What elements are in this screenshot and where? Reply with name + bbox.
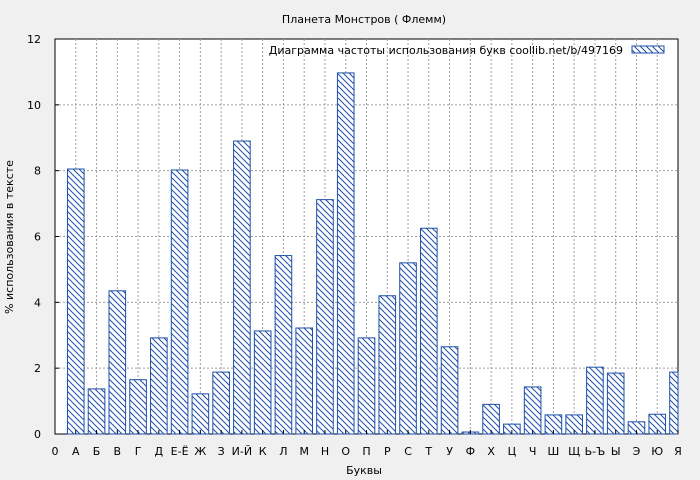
bar: [253, 330, 272, 435]
x-tick-label: М: [299, 445, 309, 458]
x-axis: 0 А Б В Г Д Е-Ё Ж З И-Й К Л М Н О П Р С Т У Ф Х Ц Ч Ш Щ Ь-Ъ Ы Э Ю Я: [52, 430, 682, 458]
x-tick-label: Э: [633, 445, 641, 458]
bar: [378, 295, 397, 435]
y-tick-label: 4: [34, 296, 41, 309]
bar: [586, 366, 604, 435]
x-tick-label: З: [218, 445, 225, 458]
bar: [399, 262, 417, 435]
x-tick-label: Е-Ё: [171, 445, 189, 458]
x-tick-label: Н: [321, 445, 329, 458]
y-tick-label: 8: [34, 165, 41, 178]
x-tick-label: Щ: [568, 445, 580, 458]
bar: [150, 337, 168, 435]
bars: [66, 72, 679, 435]
y-tick-label: 0: [34, 428, 41, 441]
x-tick-label: А: [72, 445, 80, 458]
bar: [316, 199, 334, 435]
bar: [606, 372, 625, 435]
x-tick-label: Ы: [611, 445, 621, 458]
x-tick-label: У: [446, 445, 453, 458]
bar: [129, 379, 147, 435]
x-axis-label: Буквы: [346, 464, 382, 477]
x-tick-label: Ц: [508, 445, 517, 458]
bar: [523, 386, 542, 435]
x-tick-label: О: [341, 445, 350, 458]
bar: [274, 255, 293, 435]
bar: [440, 346, 459, 435]
x-tick-label: В: [114, 445, 122, 458]
x-tick-label: Р: [384, 445, 391, 458]
bar: [295, 327, 314, 435]
x-tick-label: 0: [52, 445, 59, 458]
bar: [87, 388, 106, 435]
x-tick-label: Г: [135, 445, 142, 458]
x-tick-label: Б: [93, 445, 101, 458]
bar: [108, 290, 127, 435]
chart-title: Планета Монстров ( Флемм): [282, 13, 446, 26]
x-tick-label: И-Й: [232, 445, 252, 458]
x-tick-label: К: [259, 445, 267, 458]
bar: [233, 140, 251, 435]
bar: [212, 371, 230, 435]
x-tick-label: Ф: [466, 445, 475, 458]
y-axis: 0 2 4 6 8 10 12: [27, 33, 59, 441]
bar: [357, 337, 376, 435]
bar: [336, 72, 355, 435]
x-tick-label: Ж: [194, 445, 206, 458]
y-tick-label: 10: [27, 99, 41, 112]
x-tick-label: С: [404, 445, 412, 458]
x-tick-label: Т: [424, 445, 432, 458]
x-tick-label: П: [362, 445, 370, 458]
y-tick-label: 6: [34, 231, 41, 244]
legend: Диаграмма частоты использования букв coo…: [269, 44, 665, 57]
bar: [66, 168, 85, 435]
x-tick-label: Ч: [529, 445, 537, 458]
bar: [419, 227, 438, 435]
x-tick-label: Ю: [651, 445, 663, 458]
bar: [669, 371, 679, 435]
y-axis-label: % использования в тексте: [3, 160, 16, 314]
bar: [482, 403, 500, 435]
x-tick-label: Я: [674, 445, 682, 458]
x-tick-label: Ь-Ъ: [585, 445, 606, 458]
x-tick-label: Д: [155, 445, 164, 458]
x-tick-label: Х: [487, 445, 495, 458]
y-tick-label: 2: [34, 362, 41, 375]
bar: [170, 169, 189, 435]
x-tick-label: Л: [279, 445, 287, 458]
bar: [191, 393, 210, 435]
legend-swatch: [631, 45, 665, 54]
x-tick-label: Ш: [548, 445, 560, 458]
legend-label: Диаграмма частоты использования букв coo…: [269, 44, 623, 57]
y-tick-label: 12: [27, 33, 41, 46]
